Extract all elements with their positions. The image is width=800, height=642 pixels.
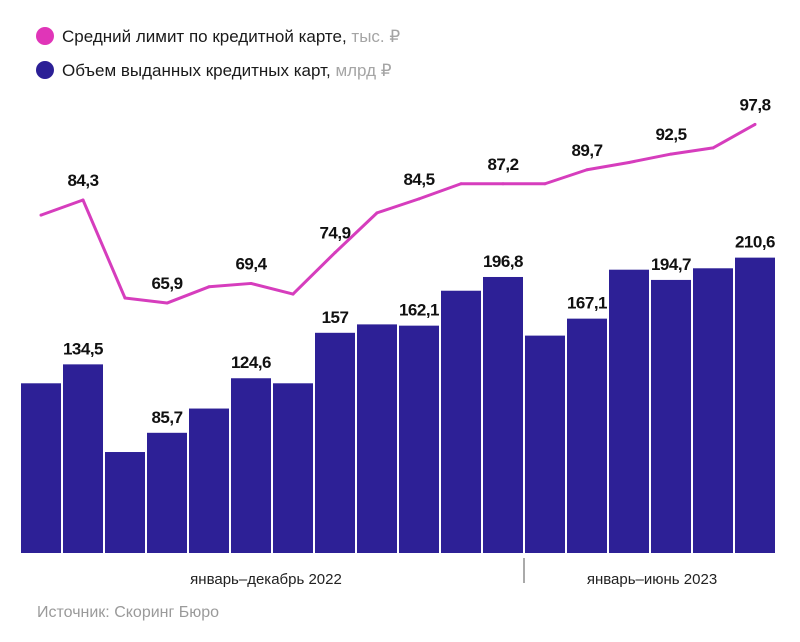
bar bbox=[147, 432, 187, 553]
bar bbox=[231, 378, 271, 553]
limit-line bbox=[40, 123, 756, 305]
line-point bbox=[165, 301, 169, 305]
svg-text:Средний лимит по кредитной кар: Средний лимит по кредитной карте, тыс. ₽ bbox=[62, 27, 400, 46]
bar-value-label: 85,7 bbox=[151, 408, 182, 427]
line-point bbox=[249, 281, 253, 285]
bar bbox=[525, 335, 565, 553]
line-point bbox=[711, 146, 715, 150]
line-series bbox=[39, 122, 757, 305]
line-point bbox=[585, 168, 589, 172]
line-point bbox=[81, 198, 85, 202]
line-point bbox=[501, 182, 505, 186]
line-point bbox=[753, 122, 757, 126]
line-value-label: 84,3 bbox=[67, 171, 98, 190]
source-note: Источник: Скоринг Бюро bbox=[37, 604, 219, 621]
bar bbox=[735, 257, 775, 553]
line-value-label: 92,5 bbox=[655, 125, 686, 144]
period-label-2022: январь–декабрь 2022 bbox=[190, 571, 342, 588]
bar bbox=[567, 318, 607, 553]
line-point bbox=[543, 182, 547, 186]
line-value-label: 65,9 bbox=[151, 274, 182, 293]
bar bbox=[441, 290, 481, 553]
svg-text:Объем выданных кредитных карт,: Объем выданных кредитных карт, млрд ₽ bbox=[62, 61, 392, 80]
line-value-label: 97,8 bbox=[739, 95, 770, 114]
bar-value-label: 124,6 bbox=[231, 353, 271, 372]
line-point bbox=[669, 152, 673, 156]
bar-value-label: 194,7 bbox=[651, 255, 691, 274]
line-point bbox=[291, 292, 295, 296]
legend-label-volume: Объем выданных кредитных карт, bbox=[62, 61, 331, 80]
legend-unit-limit: тыс. ₽ bbox=[351, 27, 400, 46]
line-value-label: 69,4 bbox=[235, 254, 267, 273]
bar bbox=[399, 325, 439, 553]
line-value-label: 87,2 bbox=[487, 155, 518, 174]
bar-value-label: 210,6 bbox=[735, 233, 775, 252]
line-point bbox=[627, 160, 631, 164]
line-point bbox=[207, 285, 211, 289]
line-point bbox=[333, 251, 337, 255]
bar-value-label: 157 bbox=[322, 308, 349, 327]
bar bbox=[357, 324, 397, 553]
bar bbox=[483, 276, 523, 553]
bar bbox=[315, 332, 355, 553]
bar bbox=[63, 364, 103, 553]
bar-value-label: 196,8 bbox=[483, 252, 523, 271]
line-point bbox=[417, 197, 421, 201]
bar bbox=[651, 279, 691, 553]
legend-unit-volume: млрд ₽ bbox=[335, 61, 391, 80]
bar-series bbox=[21, 257, 775, 553]
legend-marker-volume bbox=[36, 61, 54, 79]
period-label-2023: январь–июнь 2023 bbox=[587, 571, 717, 588]
line-value-label: 74,9 bbox=[319, 224, 350, 243]
data-labels: 134,5 85,7 124,6 157 162,1 196,8 167,1 194,7 210… bbox=[63, 95, 776, 427]
line-point bbox=[459, 182, 463, 186]
line-value-label: 89,7 bbox=[571, 141, 602, 160]
bar-value-label: 167,1 bbox=[567, 294, 607, 313]
line-value-label: 84,5 bbox=[403, 170, 434, 189]
legend-marker-limit bbox=[36, 27, 54, 45]
line-point bbox=[39, 213, 43, 217]
bar bbox=[105, 452, 145, 553]
line-point bbox=[375, 211, 379, 215]
bar-value-label: 134,5 bbox=[63, 339, 103, 358]
bar bbox=[609, 269, 649, 553]
bar bbox=[189, 408, 229, 553]
bar-value-label: 162,1 bbox=[399, 301, 439, 320]
legend: Средний лимит по кредитной карте, тыс. ₽… bbox=[36, 27, 400, 80]
bar bbox=[21, 383, 61, 553]
legend-label-limit: Средний лимит по кредитной карте, bbox=[62, 27, 347, 46]
bar bbox=[273, 383, 313, 553]
line-point bbox=[123, 296, 127, 300]
bar bbox=[693, 268, 733, 553]
